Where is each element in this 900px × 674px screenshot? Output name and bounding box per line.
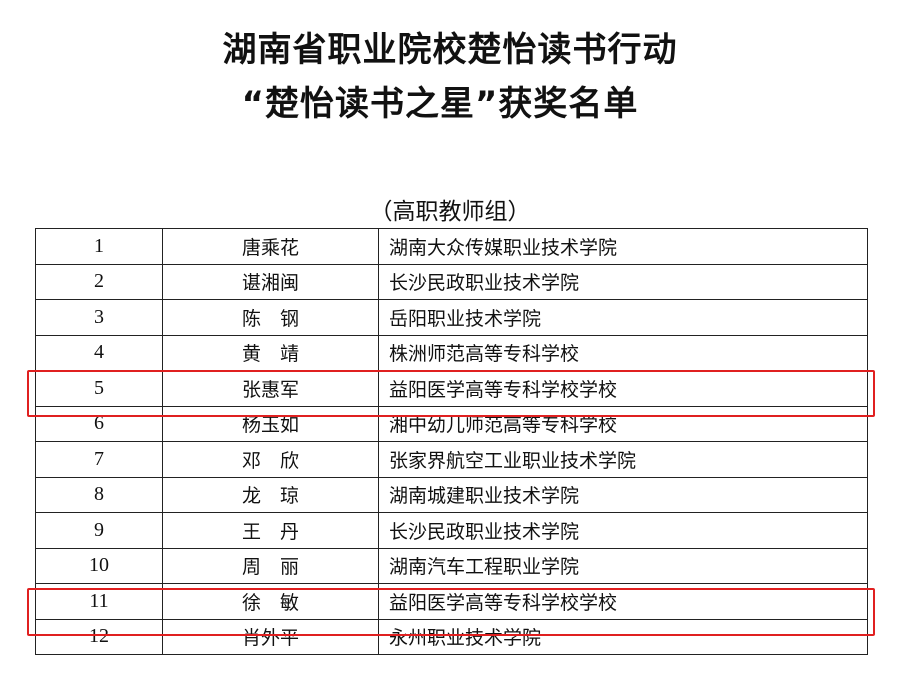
row-number: 8 — [35, 476, 163, 513]
table-row: 2 谌湘闽 长沙民政职业技术学院 — [35, 263, 868, 300]
school-name: 湖南汽车工程职业学院 — [378, 547, 868, 584]
row-number: 9 — [35, 512, 163, 549]
school-name: 岳阳职业技术学院 — [378, 299, 868, 336]
highlight-box-row-5 — [27, 370, 875, 417]
table-row: 1 唐乘花 湖南大众传媒职业技术学院 — [35, 228, 868, 265]
school-name: 长沙民政职业技术学院 — [378, 512, 868, 549]
winner-name: 陈 钢 — [162, 299, 379, 336]
award-table: 1 唐乘花 湖南大众传媒职业技术学院 2 谌湘闽 长沙民政职业技术学院 3 陈 钢岳阳职业技术… — [35, 228, 868, 655]
highlight-box-row-11 — [27, 588, 875, 636]
winner-name: 邓 欣 — [162, 441, 379, 478]
row-number: 5 — [35, 370, 163, 407]
row-number: 3 — [35, 299, 163, 336]
winner-name: 谌湘闽 — [162, 263, 379, 300]
row-number: 1 — [35, 228, 163, 265]
subtitle: （高职教师组） — [369, 199, 531, 225]
school-name: 株洲师范高等专科学校 — [378, 334, 868, 371]
title-line-1: 湖南省职业院校楚怡读书行动 — [222, 30, 678, 70]
row-number: 7 — [35, 441, 163, 478]
winner-name: 周 丽 — [162, 547, 379, 584]
table-row: 10 周 丽湖南汽车工程职业学院 — [35, 547, 868, 584]
school-name: 湖南城建职业技术学院 — [378, 476, 868, 513]
title-line-2: “楚怡读书之星”获奖名单 — [241, 84, 639, 124]
winner-name: 肖外平 — [162, 618, 379, 655]
winner-name: 龙 琼 — [162, 476, 379, 513]
table-row: 12 肖外平 永州职业技术学院 — [35, 618, 868, 655]
winner-name: 王 丹 — [162, 512, 379, 549]
winner-name: 黄 靖 — [162, 334, 379, 371]
row-number: 10 — [35, 547, 163, 584]
school-name: 益阳医学高等专科学校学校 — [378, 370, 868, 407]
row-number: 2 — [35, 263, 163, 300]
winner-name: 唐乘花 — [162, 228, 379, 265]
table-row: 5 张惠军 益阳医学高等专科学校学校 — [35, 370, 868, 407]
row-number: 4 — [35, 334, 163, 371]
school-name: 永州职业技术学院 — [378, 618, 868, 655]
school-name: 张家界航空工业职业技术学院 — [378, 441, 868, 478]
school-name: 湖南大众传媒职业技术学院 — [378, 228, 868, 265]
school-name: 长沙民政职业技术学院 — [378, 263, 868, 300]
